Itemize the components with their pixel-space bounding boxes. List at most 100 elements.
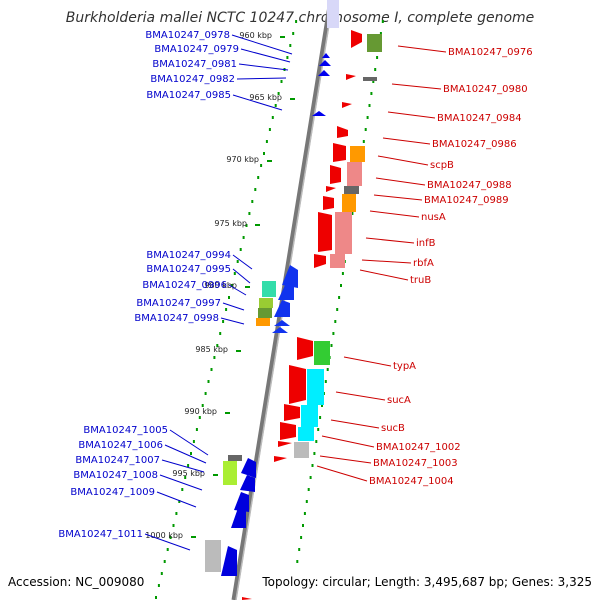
gene-label[interactable]: BMA10247_0996	[142, 280, 227, 291]
gene-arrow[interactable]	[330, 165, 341, 184]
gene-block[interactable]	[259, 298, 273, 308]
gene-arrow[interactable]	[342, 102, 352, 108]
gene-arrow[interactable]	[318, 70, 330, 76]
gene-arrow[interactable]	[274, 456, 287, 462]
gene-arrow[interactable]	[272, 327, 288, 333]
kbp-tick-label: 980 kbp	[204, 281, 237, 290]
gene-arrow[interactable]	[314, 254, 326, 268]
gene-arrow[interactable]	[323, 196, 334, 210]
gene-block[interactable]	[262, 281, 276, 297]
gene-label[interactable]: rbfA	[413, 258, 434, 269]
gene-block[interactable]	[367, 34, 382, 52]
gene-label[interactable]: BMA10247_0995	[146, 264, 231, 275]
gene-label[interactable]: sucA	[387, 395, 411, 406]
gene-arrow[interactable]	[333, 143, 346, 162]
gene-arrow[interactable]	[351, 30, 362, 48]
gene-label[interactable]: BMA10247_0997	[136, 298, 221, 309]
gene-arrow[interactable]	[322, 53, 330, 58]
gene-label[interactable]: BMA10247_0980	[443, 84, 528, 95]
gene-block[interactable]	[256, 318, 270, 326]
gene-block[interactable]	[205, 540, 221, 572]
kbp-tick-label: 965 kbp	[249, 93, 282, 102]
gene-label[interactable]: BMA10247_0986	[432, 139, 517, 150]
gene-block[interactable]	[347, 162, 362, 186]
gene-label[interactable]: BMA10247_1009	[70, 487, 155, 498]
gene-arrow[interactable]	[282, 265, 298, 288]
gene-arrow[interactable]	[221, 546, 237, 576]
gene-label[interactable]: BMA10247_1003	[373, 458, 458, 469]
gene-label[interactable]: typA	[393, 361, 416, 372]
gene-arrow[interactable]	[241, 458, 256, 478]
gene-arrow[interactable]	[280, 422, 296, 440]
kbp-tick	[236, 350, 241, 352]
gene-label[interactable]: scpB	[430, 160, 454, 171]
gene-block[interactable]	[298, 427, 314, 441]
gene-arrow[interactable]	[284, 404, 300, 421]
gene-block[interactable]	[314, 341, 330, 365]
left-gene-labels: BMA10247_0978 BMA10247_0979 BMA10247_0981 B…	[58, 30, 293, 551]
gene-label[interactable]: BMA10247_1005	[83, 425, 168, 436]
gene-block[interactable]	[330, 254, 345, 268]
gene-label[interactable]: BMA10247_1004	[369, 476, 454, 487]
gene-arrow[interactable]	[346, 74, 356, 80]
gene-arrow[interactable]	[240, 475, 255, 492]
gene-arrow[interactable]	[242, 597, 252, 600]
gene-label[interactable]: BMA10247_0988	[427, 180, 512, 191]
gene-block[interactable]	[344, 186, 359, 194]
gene-label[interactable]: BMA10247_1011	[58, 529, 143, 540]
gene-label[interactable]: truB	[410, 275, 431, 286]
kbp-tick	[267, 160, 272, 162]
gene-block[interactable]	[294, 442, 309, 458]
gene-arrow[interactable]	[318, 212, 332, 252]
gene-label[interactable]: BMA10247_1007	[75, 455, 160, 466]
gene-arrow[interactable]	[289, 365, 306, 404]
kbp-tick-label: 970 kbp	[226, 155, 259, 164]
forward-strand-features	[242, 30, 382, 600]
gene-arrow[interactable]	[278, 441, 292, 447]
gene-arrow[interactable]	[231, 508, 246, 528]
gene-block[interactable]	[228, 455, 242, 461]
gene-label[interactable]: BMA10247_0979	[154, 44, 239, 55]
kbp-tick	[213, 474, 218, 476]
gene-label[interactable]: infB	[416, 238, 436, 249]
gene-block[interactable]	[363, 77, 377, 81]
gene-arrow[interactable]	[337, 126, 348, 138]
gene-arrow[interactable]	[312, 111, 326, 116]
gene-arrow[interactable]	[319, 60, 331, 66]
gene-arrow[interactable]	[297, 337, 313, 360]
gene-label[interactable]: BMA10247_0998	[134, 313, 219, 324]
left-dotted-track	[155, 20, 298, 599]
gene-label[interactable]: BMA10247_0989	[424, 195, 509, 206]
gene-label[interactable]: BMA10247_1002	[376, 442, 461, 453]
gene-label[interactable]: nusA	[421, 212, 446, 223]
gene-arrow[interactable]	[326, 186, 336, 192]
kbp-tick	[245, 286, 250, 288]
gene-block[interactable]	[258, 308, 272, 318]
gene-label[interactable]: BMA10247_0994	[146, 250, 231, 261]
gene-block[interactable]	[223, 461, 237, 485]
gene-arrow[interactable]	[274, 320, 290, 326]
gene-label[interactable]: BMA10247_0984	[437, 113, 522, 124]
gene-label[interactable]: sucB	[381, 423, 405, 434]
gene-block[interactable]	[307, 369, 324, 405]
kbp-tick-label: 990 kbp	[184, 407, 217, 416]
gene-arrow[interactable]	[234, 492, 249, 512]
gene-label[interactable]: BMA10247_0976	[448, 47, 533, 58]
gene-label[interactable]: BMA10247_0978	[145, 30, 230, 41]
gene-block[interactable]	[327, 0, 339, 28]
gene-arrow[interactable]	[274, 300, 290, 317]
gene-label[interactable]: BMA10247_0981	[152, 59, 237, 70]
accession-label: Accession: NC_009080	[8, 575, 145, 589]
gene-label[interactable]: BMA10247_1008	[73, 470, 158, 481]
gene-block[interactable]	[335, 212, 352, 254]
gene-arrow[interactable]	[278, 283, 294, 300]
gene-block[interactable]	[350, 146, 365, 162]
gene-block[interactable]	[301, 405, 318, 427]
gene-block[interactable]	[342, 194, 356, 212]
gene-label[interactable]: BMA10247_1006	[78, 440, 163, 451]
gene-label[interactable]: BMA10247_0982	[150, 74, 235, 85]
kbp-tick	[255, 224, 260, 226]
kbp-tick	[290, 98, 295, 100]
gene-label[interactable]: BMA10247_0985	[146, 90, 231, 101]
